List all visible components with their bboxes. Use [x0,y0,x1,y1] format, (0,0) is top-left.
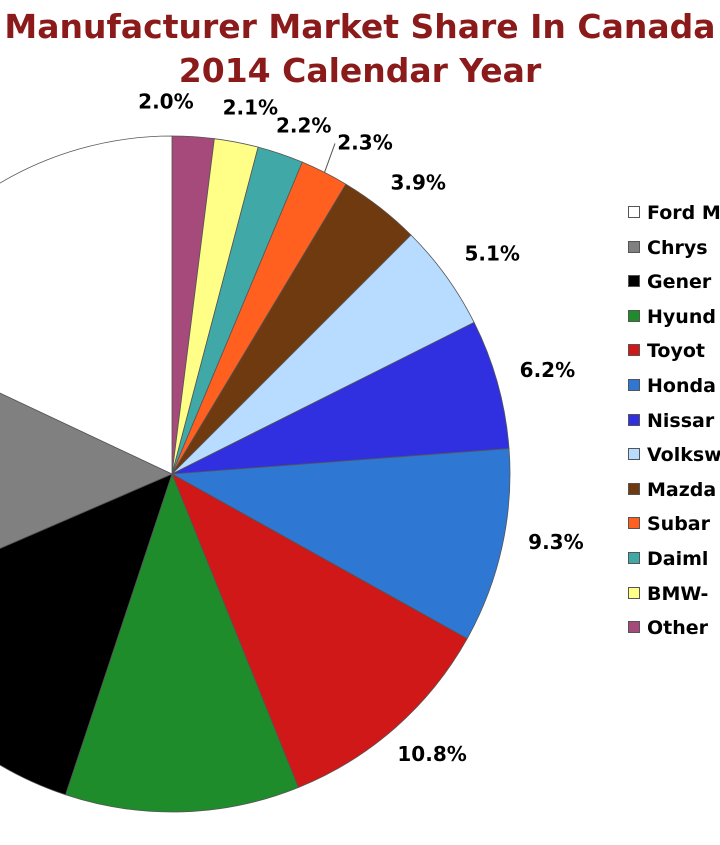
legend-label: Hyund [647,305,716,328]
data-label-hyundai: 11.2% [148,843,217,845]
legend-label: Honda [647,374,716,397]
legend-label: Chrys [647,236,708,259]
data-label-honda: 9.3% [528,530,583,554]
legend-swatch [628,448,640,461]
legend-label: Mazda [647,478,717,501]
legend-item-hyundai: Hyund [628,304,720,339]
legend-label: Volksw [647,444,720,467]
pie-slice-nissan [171,321,510,475]
legend-item-toyota: Toyot [628,338,720,373]
legend-swatch [628,586,640,599]
legend-swatch [628,275,640,288]
data-label-other: 2.0% [138,90,193,114]
legend-label: Gener [647,271,712,294]
legend-item-honda: Honda [628,373,720,408]
legend-label: Toyot [647,340,706,363]
legend-swatch [628,482,640,495]
legend-item-nissan: Nissar [628,408,720,443]
data-label-mazda: 3.9% [390,171,445,195]
pie-slice-honda [170,448,511,640]
pie-slice-chrysler [0,392,173,549]
legend-swatch [628,344,640,357]
legend-item-bmw-mini: BMW- [628,581,720,616]
legend-item-ford-motor: Ford M [628,200,720,235]
data-label-volkswagen: 5.1% [464,241,519,265]
legend-label: Nissar [647,409,715,432]
legend-swatch [628,517,640,530]
legend-item-volkswagen: Volksw [628,442,720,477]
legend-swatch [628,551,640,564]
chart-title-line2: 2014 Calendar Year [178,51,542,90]
data-label-subaru: 2.3% [337,130,392,154]
legend-label: Ford M [647,202,720,224]
legend-label: Daiml [647,547,709,570]
legend-item-daimler: Daiml [628,546,720,581]
legend-item-other: Other [628,615,720,650]
chart-title-line1: Manufacturer Market Share In Canada [4,7,716,46]
legend-swatch [628,309,640,322]
legend-swatch [628,240,640,253]
data-label-toyota: 10.8% [397,742,466,766]
legend-swatch [628,621,640,634]
data-label-daimler: 2.2% [276,113,331,137]
data-label-bmw-mini: 2.1% [223,95,278,119]
legend-item-mazda: Mazda [628,477,720,512]
pie-slice-hyundai [65,472,299,813]
data-label-nissan: 6.2% [520,358,575,382]
pie-slice-toyota [171,473,468,789]
legend-label: BMW- [647,582,709,605]
legend-label: Other [647,617,709,640]
leader-line-subaru [324,143,336,173]
legend-swatch [628,413,640,426]
legend-item-general-motors: Gener [628,269,720,304]
legend-swatch [628,206,640,218]
legend-item-chrysler: Chrys [628,235,720,270]
pie-slice-ford-motor [0,135,173,475]
legend-item-subaru: Subar [628,511,720,546]
pie-slice-general-motors [0,473,173,796]
legend-label: Subar [647,513,711,536]
legend-swatch [628,378,640,391]
legend: Ford M Chrys Gener Hyund Toyot Honda Nissar Vol… [628,200,720,650]
